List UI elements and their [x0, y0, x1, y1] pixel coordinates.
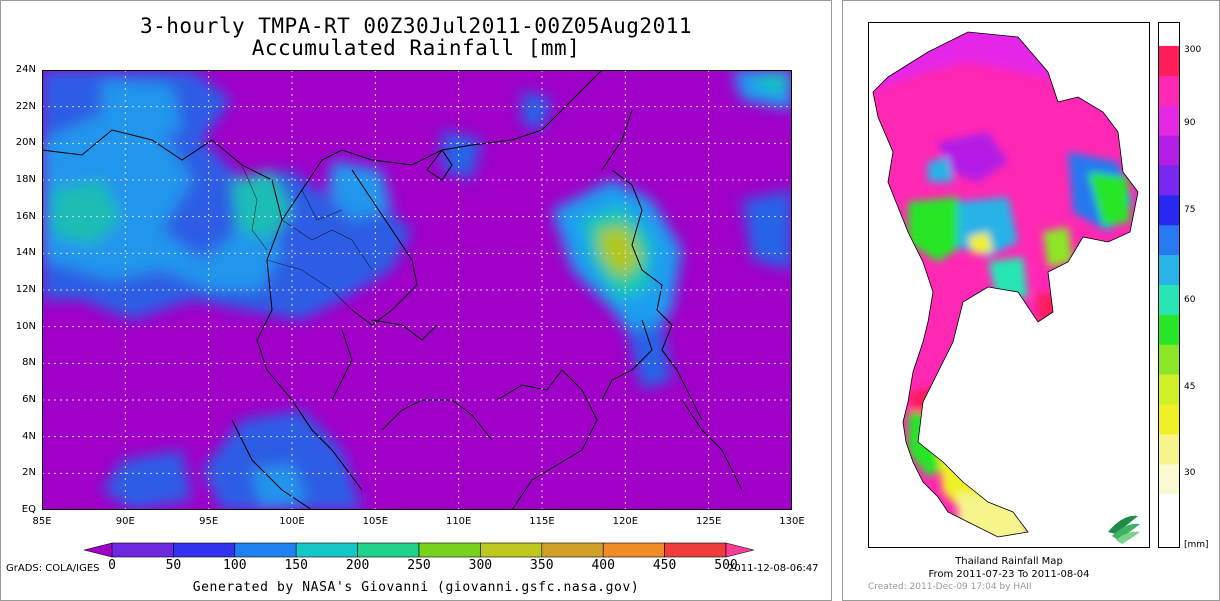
colorbar-value: 200: [345, 558, 370, 573]
thailand-colorbar-tick: 75: [1184, 205, 1196, 215]
thailand-colorbar-segment: [1159, 225, 1179, 256]
thailand-colorbar-segment: [1159, 135, 1179, 166]
thailand-map-title: Thailand Rainfall Map: [955, 556, 1063, 567]
generation-timestamp: 2011-12-08-06:47: [728, 563, 819, 574]
thailand-colorbar-tick: [mm]: [1184, 540, 1209, 550]
lon-label: 85E: [32, 516, 52, 527]
thailand-colorbar-segment: [1159, 195, 1179, 226]
thailand-colorbar-tick: 60: [1184, 295, 1196, 305]
lon-label: 125E: [695, 516, 722, 527]
thailand-colorbar-segment: [1159, 105, 1179, 137]
map-subtitle: Accumulated Rainfall [mm]: [251, 36, 581, 60]
colorbar-segment: [295, 542, 358, 558]
colorbar-segment: [173, 542, 236, 558]
graticule: [42, 70, 792, 510]
thailand-created-note: Created: 2011-Dec-09 17:04 by HAII: [868, 582, 1032, 592]
thailand-colorbar-tick: 300: [1184, 45, 1202, 55]
colorbar-lower-extension: [84, 542, 113, 558]
lat-label: 24N: [15, 64, 36, 75]
lat-label: 22N: [15, 100, 36, 112]
map-title: 3-hourly TMPA-RT 00Z30Jul2011-00Z05Aug20…: [139, 14, 692, 38]
lon-label: 115E: [529, 516, 555, 527]
thailand-colorbar-segment: [1159, 45, 1179, 77]
lat-label: EQ: [21, 504, 36, 515]
colorbar-segment: [480, 542, 543, 558]
lat-label: 4N: [22, 430, 36, 442]
colorbar-value: 500: [714, 558, 738, 573]
lat-label: 10N: [15, 320, 36, 332]
lat-label: 20N: [15, 137, 36, 149]
lon-label: 130E: [779, 516, 805, 527]
thailand-colorbar: [1158, 22, 1180, 548]
thailand-colorbar-tick: 45: [1184, 382, 1196, 392]
lon-label: 110E: [445, 516, 472, 527]
lon-label: 105E: [362, 516, 389, 527]
colorbar-segment: [234, 542, 297, 558]
lon-label: 95E: [199, 516, 219, 527]
colorbar-segment: [664, 542, 727, 558]
thailand-colorbar-segment: [1159, 404, 1179, 435]
thailand-colorbar-segment: [1159, 374, 1179, 405]
thailand-colorbar-segment: [1159, 314, 1179, 346]
haii-logo: [1108, 515, 1140, 544]
colorbar-value: 0: [108, 558, 116, 573]
colorbar-segment: [541, 542, 604, 558]
lon-label: 100E: [279, 516, 305, 527]
thailand-colorbar-segment: [1159, 165, 1179, 196]
lon-label: 90E: [115, 516, 135, 527]
giovanni-credit: Generated by NASA's Giovanni (giovanni.g…: [192, 580, 640, 595]
colorbar-upper-extension: [725, 542, 754, 558]
thailand-colorbar-segment: [1159, 75, 1179, 107]
thailand-colorbar-segment: [1159, 285, 1179, 316]
colorbar-value: 350: [530, 558, 554, 573]
thailand-colorbar-tick: 30: [1184, 468, 1196, 478]
lat-label: 16N: [15, 210, 36, 222]
colorbar-value: 450: [652, 558, 677, 573]
colorbar-value: 50: [165, 558, 182, 573]
lat-label: 14N: [15, 247, 36, 259]
map-frame: [42, 70, 792, 510]
colorbar-segment: [418, 542, 481, 558]
lat-label: 18N: [15, 174, 36, 185]
thailand-colorbar-segment: [1159, 494, 1179, 525]
thailand-colorbar-tick: 90: [1184, 118, 1196, 128]
thailand-colorbar-segment: [1159, 464, 1179, 495]
colorbar-value: 100: [223, 558, 247, 573]
colorbar-value: 400: [591, 558, 615, 573]
colorbar-value: 300: [468, 558, 493, 573]
thailand-colorbar-segment: [1159, 255, 1179, 286]
lat-label: 2N: [22, 467, 36, 479]
colorbar-value: 150: [284, 558, 308, 573]
thailand-date-range: From 2011-07-23 To 2011-08-04: [928, 569, 1090, 580]
thailand-colorbar-segment: [1159, 344, 1179, 376]
lat-label: 6N: [22, 394, 36, 405]
grads-label: GrADS: COLA/IGES: [6, 563, 100, 574]
colorbar-segment: [357, 542, 420, 558]
coastlines: [42, 70, 743, 510]
lat-label: 12N: [15, 284, 36, 295]
colorbar-segment: [602, 542, 665, 558]
lat-label: 8N: [22, 357, 36, 369]
thailand-rainfall-map: [868, 22, 1150, 548]
colorbar-value: 250: [407, 558, 431, 573]
thailand-colorbar-segment: [1159, 434, 1179, 465]
lon-label: 120E: [612, 516, 639, 527]
colorbar-segment: [111, 542, 174, 558]
rainfall-colorbar: [84, 542, 754, 558]
